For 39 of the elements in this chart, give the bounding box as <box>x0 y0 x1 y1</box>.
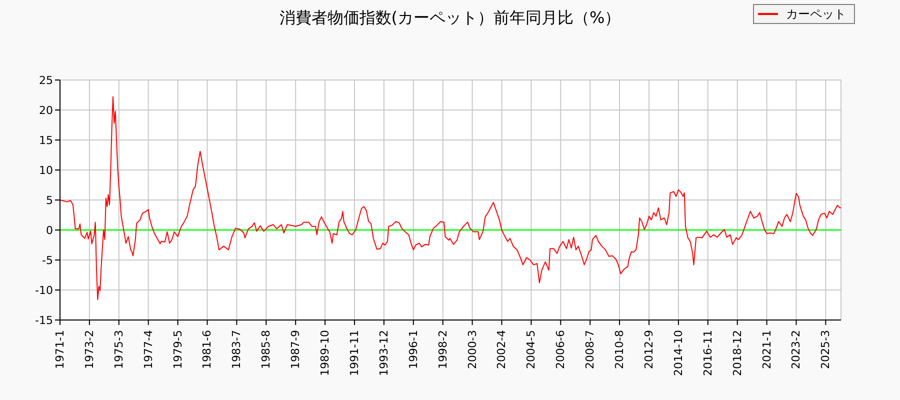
y-tick-label: -10 <box>35 284 53 297</box>
x-tick-label: 1983-7 <box>230 330 244 369</box>
y-tick-label: 10 <box>39 164 53 177</box>
x-tick-label: 2014-10 <box>672 330 685 376</box>
x-tick-label: 1998-2 <box>436 330 450 369</box>
x-tick-label: 2018-12 <box>730 330 744 376</box>
x-tick-label: 2012-9 <box>642 330 656 369</box>
x-tick-label: 1993-12 <box>377 330 390 376</box>
y-tick-label: 20 <box>39 104 53 117</box>
x-tick-label: 2025-3 <box>819 330 832 369</box>
line-series <box>60 96 841 300</box>
x-tick-label: 2002-4 <box>495 330 508 369</box>
legend-label: カーペット <box>786 7 846 21</box>
x-tick-label: 2006-6 <box>554 330 568 369</box>
x-tick-label: 1973-2 <box>82 330 96 369</box>
x-tick-label: 2004-5 <box>524 330 538 369</box>
x-tick-label: 1975-3 <box>112 330 126 369</box>
y-tick-label: 0 <box>46 224 53 237</box>
x-tick-label: 1971-1 <box>54 330 66 369</box>
x-tick-label: 1991-11 <box>348 330 361 376</box>
x-tick-label: 1989-10 <box>318 330 332 376</box>
y-tick-label: -15 <box>35 314 53 327</box>
x-tick-label: 2008-7 <box>584 330 597 369</box>
x-tick-label: 1987-9 <box>289 330 302 369</box>
x-tick-label: 1979-5 <box>171 330 184 369</box>
x-tick-label: 1981-6 <box>200 330 214 369</box>
x-tick-label: 2010-8 <box>613 330 626 369</box>
x-tick-label: 2000-3 <box>466 330 479 369</box>
chart-title: 消費者物価指数(カーペット）前年同月比（%） <box>279 8 621 27</box>
x-tick-label: 2023-2 <box>790 330 803 369</box>
y-tick-label: -5 <box>42 254 53 267</box>
x-tick-label: 2021-1 <box>760 330 774 369</box>
x-tick-label: 1996-1 <box>406 330 420 369</box>
x-tick-label: 1977-4 <box>142 330 155 369</box>
y-tick-label: 5 <box>46 194 53 207</box>
y-tick-label: 25 <box>39 74 53 87</box>
y-tick-label: 15 <box>39 134 53 147</box>
x-tick-label: 1985-8 <box>260 330 273 369</box>
x-tick-label: 2016-11 <box>701 330 714 376</box>
